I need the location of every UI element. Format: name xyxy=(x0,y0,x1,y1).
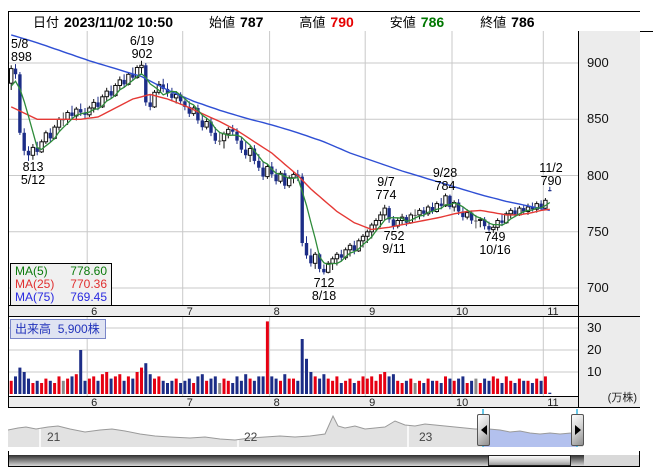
ma25-label: MA(25) xyxy=(15,277,55,291)
month-tick-label: 9 xyxy=(369,306,376,318)
month-tick-label: 6 xyxy=(91,306,98,318)
navigator-canvas xyxy=(8,409,584,447)
navigator-right-handle[interactable] xyxy=(571,414,584,446)
month-tick-label: 8 xyxy=(273,306,280,318)
open-label: 始値 xyxy=(209,15,236,30)
ma75-value: 769.45 xyxy=(70,290,107,304)
volume-canvas xyxy=(9,317,578,396)
candlestick-canvas xyxy=(9,31,578,305)
close-label: 終値 xyxy=(480,15,507,30)
chart-annotation: 11/2 790 xyxy=(539,161,563,188)
volume-tick-label: 30 xyxy=(587,320,602,335)
volume-label: 出来高 xyxy=(15,322,52,336)
volume-tick-label: 10 xyxy=(587,364,602,379)
volume-tick-label: 20 xyxy=(587,342,602,357)
navigator-left-handle[interactable] xyxy=(477,414,490,446)
horizontal-scrollbar[interactable] xyxy=(9,455,639,466)
low-value: 786 xyxy=(420,13,445,30)
month-tick-label: 10 xyxy=(456,397,469,409)
low-label: 安値 xyxy=(389,15,416,30)
month-axis-main: 6 7 8 9 10 11 xyxy=(9,305,578,318)
date-value: 2023/11/02 10:50 xyxy=(64,13,174,30)
scrollbar-track-right[interactable] xyxy=(571,455,584,466)
chart-annotation: 9/28 784 xyxy=(432,166,458,193)
month-tick-label: 9 xyxy=(369,397,376,409)
price-tick-label: 850 xyxy=(587,111,609,127)
price-axis: 900 850 800 750 700 xyxy=(578,31,640,317)
chart-annotation: 9/7 774 xyxy=(375,175,397,202)
ma-legend: MA(5) 778.60 MA(25) 770.36 MA(75) 769.45 xyxy=(10,263,112,306)
month-tick-label: 8 xyxy=(273,397,280,409)
month-tick-label: 10 xyxy=(456,306,469,318)
quote-header: 日付 2023/11/02 10:50 始値 787 高値 790 安値 786… xyxy=(9,12,653,32)
open-value: 787 xyxy=(240,13,264,30)
volume-unit-label: (万株) xyxy=(607,392,637,404)
ma75-legend-row: MA(75) 769.45 xyxy=(15,291,107,304)
ma25-legend-row: MA(25) 770.36 xyxy=(15,278,107,291)
candlestick-chart[interactable]: 5/8 898 6/19 902 813 5/12 712 8/18 9/7 774 752 9/11… xyxy=(9,31,578,306)
ma5-legend-row: MA(5) 778.60 xyxy=(15,265,107,278)
timeline-navigator[interactable]: 21 22 23 xyxy=(8,407,640,451)
scrollbar-track-left[interactable] xyxy=(9,455,488,466)
price-tick-label: 800 xyxy=(587,167,609,183)
chart-annotation: 752 9/11 xyxy=(382,229,406,256)
close-value: 786 xyxy=(511,13,535,30)
chart-annotation: 813 5/12 xyxy=(20,160,46,187)
price-tick-label: 700 xyxy=(587,280,609,295)
chart-annotation: 6/19 902 xyxy=(129,34,155,61)
high-label: 高値 xyxy=(299,15,326,30)
month-tick-label: 6 xyxy=(91,397,98,409)
chart-annotation: 5/8 898 xyxy=(11,37,32,64)
volume-value: 5,900株 xyxy=(57,322,100,336)
month-tick-label: 7 xyxy=(186,397,193,409)
scrollbar-thumb[interactable] xyxy=(488,455,571,466)
year-tick-label: 22 xyxy=(244,430,258,444)
year-tick-label: 23 xyxy=(419,430,433,444)
chart-annotation: 712 8/18 xyxy=(311,276,337,303)
chart-annotation: 749 10/16 xyxy=(479,230,511,257)
volume-chart[interactable]: 出来高 5,900株 xyxy=(9,317,578,396)
year-tick-label: 21 xyxy=(47,430,61,444)
ma25-value: 770.36 xyxy=(70,277,107,291)
volume-header: 出来高 5,900株 xyxy=(10,319,106,339)
month-tick-label: 11 xyxy=(547,397,559,409)
right-arrow-icon xyxy=(574,425,581,435)
price-tick-label: 750 xyxy=(587,223,609,239)
high-value: 790 xyxy=(330,13,354,30)
left-arrow-icon xyxy=(480,425,487,435)
month-tick-label: 7 xyxy=(186,306,193,318)
month-tick-label: 11 xyxy=(547,306,559,318)
date-label: 日付 xyxy=(33,15,60,30)
ma5-value: 778.60 xyxy=(70,264,107,278)
month-axis-volume: 6 7 8 9 10 11 xyxy=(9,396,578,409)
ma75-label: MA(75) xyxy=(15,290,55,304)
price-tick-label: 900 xyxy=(587,55,609,70)
volume-axis: (万株) 30 20 10 xyxy=(578,317,640,408)
ma5-label: MA(5) xyxy=(15,264,48,278)
